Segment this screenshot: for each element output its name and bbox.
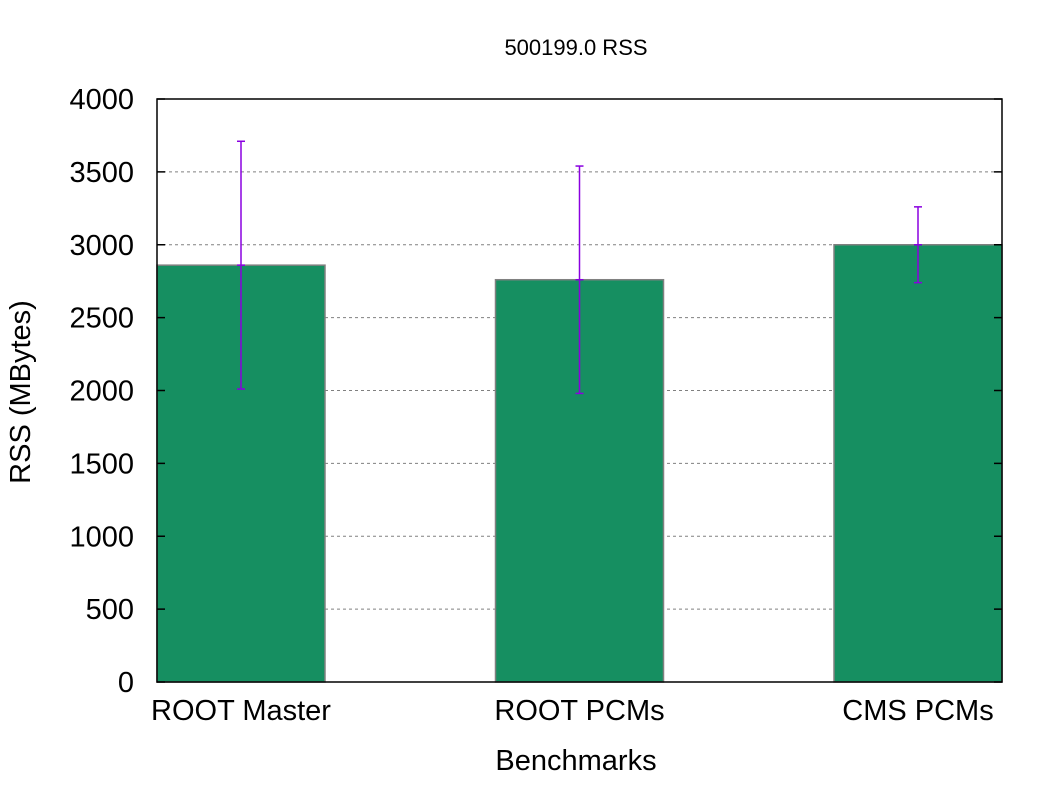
x-tick-label-2: CMS PCMs (842, 695, 993, 727)
y-axis-label: RSS (MBytes) (5, 300, 37, 484)
x-axis-label: Benchmarks (495, 745, 656, 777)
y-tick-label: 1500 (69, 448, 134, 480)
error-bars (237, 140, 922, 395)
y-tick-label: 0 (118, 667, 134, 699)
y-tick-label: 3000 (69, 230, 134, 262)
x-tick-label-1: ROOT PCMs (494, 695, 664, 727)
y-tick-label: 4000 (69, 84, 134, 116)
y-tick-label: 3500 (69, 157, 134, 189)
y-axis-ticks: 0 500 1000 1500 2000 2500 3000 3500 4000 (69, 84, 1002, 699)
y-tick-label: 2500 (69, 303, 134, 335)
y-tick-label: 2000 (69, 376, 134, 408)
x-tick-label-0: ROOT Master (151, 695, 331, 727)
y-tick-label: 1000 (69, 521, 134, 553)
chart-title: 500199.0 RSS (504, 35, 647, 60)
y-tick-label: 500 (86, 594, 134, 626)
x-axis-ticks: ROOT Master ROOT PCMs CMS PCMs (151, 695, 994, 727)
bar-2 (833, 244, 1003, 683)
